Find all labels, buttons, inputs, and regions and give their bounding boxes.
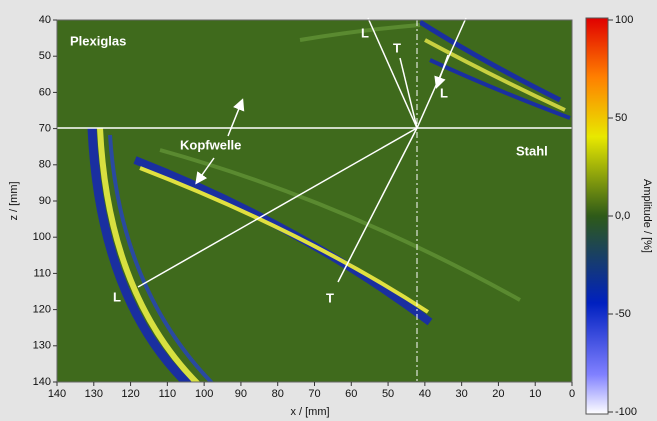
x-tick-label: 110 [159,388,177,400]
annotation: L [361,25,369,40]
x-axis-label: x / [mm] [290,406,329,418]
colorbar [586,18,608,414]
annotation: Plexiglas [70,33,126,48]
y-tick-label: 120 [33,304,51,316]
colorbar-tick-label: -100 [615,406,637,418]
x-tick-label: 80 [272,388,284,400]
x-tick-label: 60 [345,388,357,400]
x-tick-label: 70 [308,388,320,400]
annotation: L [113,289,121,304]
colorbar-tick-label: -50 [615,308,631,320]
annotation: Stahl [516,143,548,158]
x-tick-label: 50 [382,388,394,400]
y-tick-label: 40 [39,14,51,26]
annotation: T [326,290,334,305]
y-tick-label: 110 [33,267,51,279]
annotation: T [393,40,401,55]
colorbar-tick-label: 0,0 [615,210,630,222]
x-tick-label: 100 [195,388,213,400]
colorbar-tick-label: 100 [615,14,633,26]
y-tick-label: 90 [39,195,51,207]
colorbar-tick-label: 50 [615,112,627,124]
x-tick-label: 30 [456,388,468,400]
annotation: Kopfwelle [180,137,241,152]
y-axis-label: z / [mm] [8,181,20,220]
colorbar-label: Amplitude / [%] [641,179,653,253]
annotation: L [440,85,448,100]
page: x / [mm] z / [mm] Amplitude / [%] 140 130… [0,0,657,421]
y-tick-label: 130 [33,340,51,352]
y-tick-label: 140 [33,376,51,388]
y-tick-label: 70 [39,123,51,135]
x-tick-label: 10 [529,388,541,400]
x-tick-label: 90 [235,388,247,400]
x-tick-label: 130 [85,388,103,400]
x-tick-label: 120 [121,388,139,400]
y-tick-label: 60 [39,86,51,98]
y-tick-label: 100 [33,231,51,243]
x-tick-label: 0 [569,388,575,400]
x-tick-label: 140 [48,388,66,400]
chart: x / [mm] z / [mm] Amplitude / [%] 140 130… [0,0,657,421]
x-tick-label: 20 [492,388,504,400]
x-tick-label: 40 [419,388,431,400]
y-tick-label: 50 [39,50,51,62]
y-tick-label: 80 [39,159,51,171]
